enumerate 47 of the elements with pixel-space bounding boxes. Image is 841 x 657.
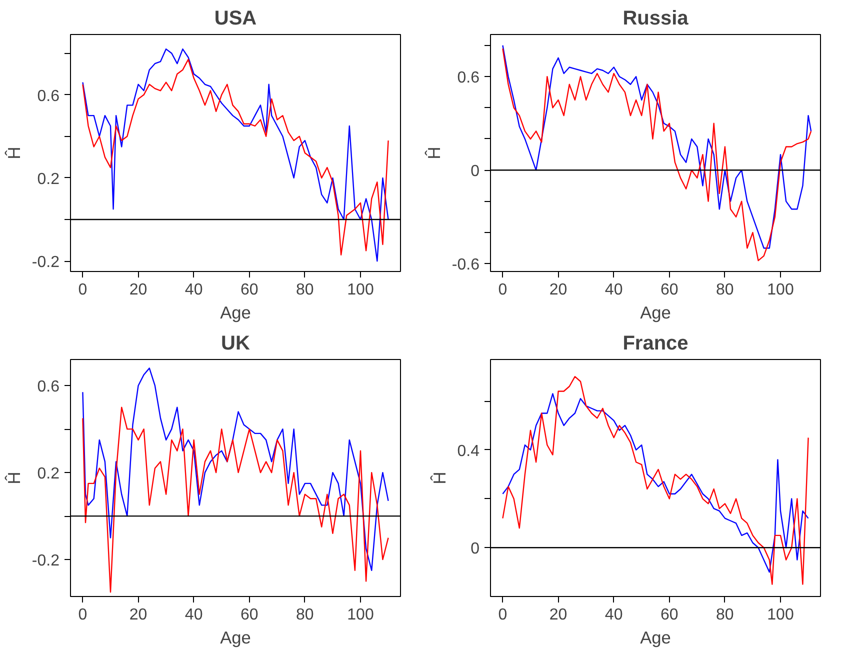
chart-title: Russia <box>622 8 690 30</box>
y-tick-label: 0.2 <box>37 170 60 188</box>
x-tick-label: 20 <box>549 282 568 298</box>
x-tick-label: 60 <box>660 606 678 624</box>
x-tick-label: 100 <box>347 606 374 624</box>
x-tick-label: 40 <box>604 606 623 624</box>
x-axis-title: Age <box>640 302 671 322</box>
y-tick-label: 0.2 <box>37 466 60 483</box>
x-tick-label: 40 <box>184 606 203 624</box>
y-tick-label: -0.2 <box>32 254 60 272</box>
x-tick-label: 80 <box>296 282 314 298</box>
x-tick-label: 20 <box>129 282 148 298</box>
y-tick-label: 0 <box>470 163 480 180</box>
x-tick-label: 20 <box>549 606 568 624</box>
y-axis-title: Ĥ <box>4 146 24 160</box>
y-axis-title: Ĥ <box>424 146 444 160</box>
x-tick-label: 0 <box>498 606 508 624</box>
y-tick-label: 0.6 <box>457 70 480 87</box>
x-tick-label: 60 <box>660 282 678 298</box>
x-axis-title: Age <box>640 628 671 648</box>
x-tick-label: 40 <box>184 282 203 298</box>
x-tick-label: 100 <box>767 606 794 624</box>
x-tick-label: 80 <box>716 606 734 624</box>
y-tick-label: 0.4 <box>457 442 480 460</box>
x-axis-title: Age <box>220 628 251 648</box>
x-tick-label: 60 <box>240 282 258 298</box>
x-tick-label: 60 <box>240 606 258 624</box>
x-tick-label: 40 <box>604 282 623 298</box>
x-tick-label: 20 <box>129 606 148 624</box>
y-tick-label: 0 <box>470 540 480 558</box>
y-tick-label: 0.6 <box>37 378 60 396</box>
y-axis-title: Ĥ <box>4 472 24 484</box>
x-tick-label: 80 <box>716 282 734 298</box>
chart-title: UK <box>221 332 250 354</box>
y-tick-label: -0.2 <box>32 552 60 570</box>
x-tick-label: 80 <box>296 606 314 624</box>
x-axis-title: Age <box>220 302 251 322</box>
chart-title: USA <box>214 8 257 30</box>
x-tick-label: 100 <box>767 282 794 298</box>
y-tick-label: -0.6 <box>452 256 480 274</box>
x-tick-label: 100 <box>347 282 374 298</box>
x-tick-label: 0 <box>78 606 88 624</box>
x-tick-label: 0 <box>498 282 508 298</box>
y-axis-title: Ĥ <box>429 472 450 484</box>
y-tick-label: 0.6 <box>37 88 60 105</box>
x-tick-label: 0 <box>78 282 88 298</box>
chart-title: France <box>622 332 688 354</box>
